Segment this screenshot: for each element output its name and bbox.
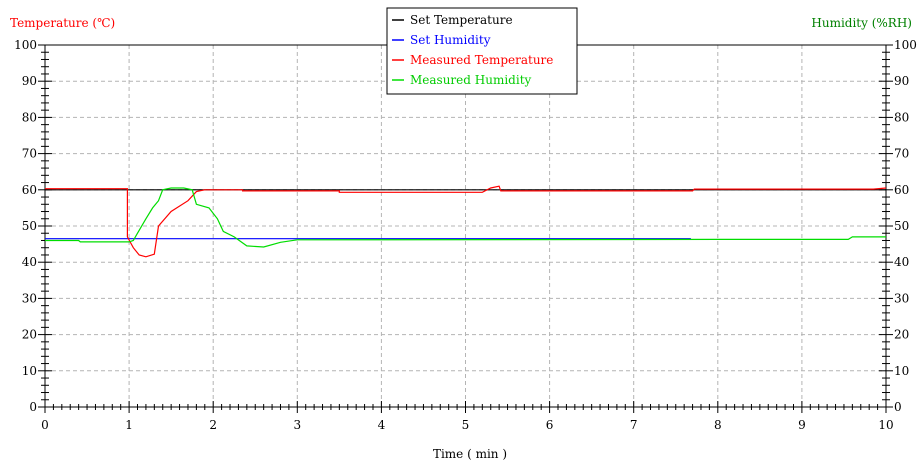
y-left-tick-label: 40 — [22, 255, 37, 269]
y-left-tick-label: 30 — [22, 291, 37, 305]
x-tick-label: 2 — [209, 418, 217, 432]
x-tick-label: 5 — [462, 418, 470, 432]
x-tick-label: 4 — [378, 418, 386, 432]
y-right-tick-label: 30 — [894, 291, 909, 305]
x-axis-label: Time ( min ) — [433, 447, 507, 461]
x-tick-label: 8 — [714, 418, 722, 432]
y-left-tick-label: 70 — [22, 147, 37, 161]
y-right-tick-label: 90 — [894, 74, 909, 88]
y-right-tick-label: 100 — [894, 38, 917, 52]
right-axis-label: Humidity (%RH) — [811, 16, 912, 30]
x-tick-label: 7 — [630, 418, 638, 432]
y-left-tick-label: 0 — [29, 400, 37, 414]
legend-box — [386, 7, 578, 95]
y-right-tick-label: 80 — [894, 110, 909, 124]
y-left-tick-label: 50 — [22, 219, 37, 233]
series-line-measured-humidity — [45, 187, 886, 248]
y-right-tick-label: 10 — [894, 364, 909, 378]
y-right-tick-label: 50 — [894, 219, 909, 233]
left-axis-label: Temperature (℃) — [10, 16, 115, 30]
y-left-tick-label: 100 — [14, 38, 37, 52]
series-lines — [45, 185, 887, 258]
legend-label: Set Temperature — [410, 13, 513, 27]
legend-label: Set Humidity — [410, 33, 491, 47]
x-tick-label: 0 — [41, 418, 49, 432]
y-right-tick-label: 0 — [894, 400, 902, 414]
y-left-tick-label: 10 — [22, 364, 37, 378]
legend-label: Measured Temperature — [410, 53, 553, 67]
x-tick-label: 3 — [293, 418, 301, 432]
x-tick-label: 9 — [798, 418, 806, 432]
y-left-tick-label: 60 — [22, 183, 37, 197]
legend: Set Temperature Set Humidity Measured Temp… — [386, 7, 578, 95]
x-tick-label: 1 — [125, 418, 133, 432]
y-left-tick-label: 80 — [22, 110, 37, 124]
legend-label: Measured Humidity — [410, 73, 532, 87]
y-right-tick-label: 40 — [894, 255, 909, 269]
series-line-measured-temperature — [45, 185, 887, 258]
y-right-tick-label: 60 — [894, 183, 909, 197]
y-left-tick-label: 20 — [22, 328, 37, 342]
x-tick-label: 10 — [878, 418, 893, 432]
y-right-tick-label: 20 — [894, 328, 909, 342]
y-left-tick-label: 90 — [22, 74, 37, 88]
y-right-tick-label: 70 — [894, 147, 909, 161]
x-tick-label: 6 — [546, 418, 554, 432]
